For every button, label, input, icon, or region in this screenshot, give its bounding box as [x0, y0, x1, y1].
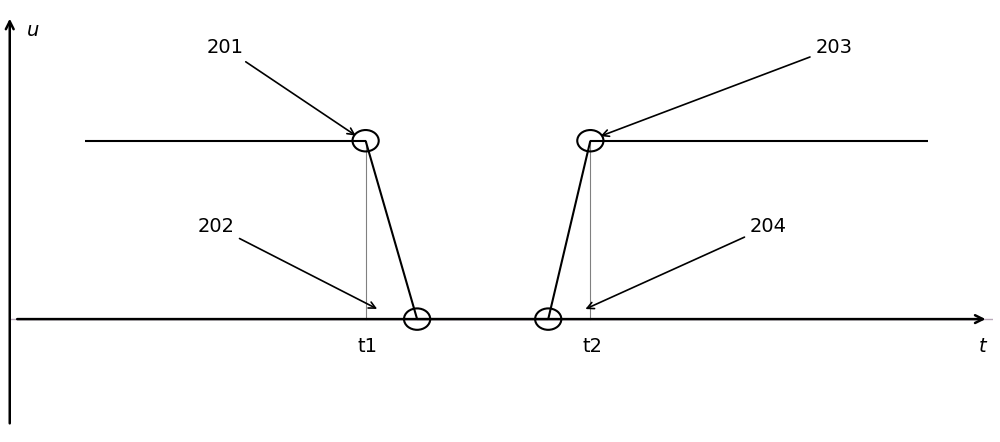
Text: t1: t1 [357, 337, 377, 356]
Text: 201: 201 [207, 38, 354, 134]
Text: 204: 204 [587, 217, 787, 309]
Text: 202: 202 [197, 217, 376, 308]
Text: 203: 203 [602, 38, 852, 136]
Text: u: u [27, 21, 39, 40]
Text: t: t [979, 337, 987, 356]
Text: t2: t2 [582, 337, 602, 356]
